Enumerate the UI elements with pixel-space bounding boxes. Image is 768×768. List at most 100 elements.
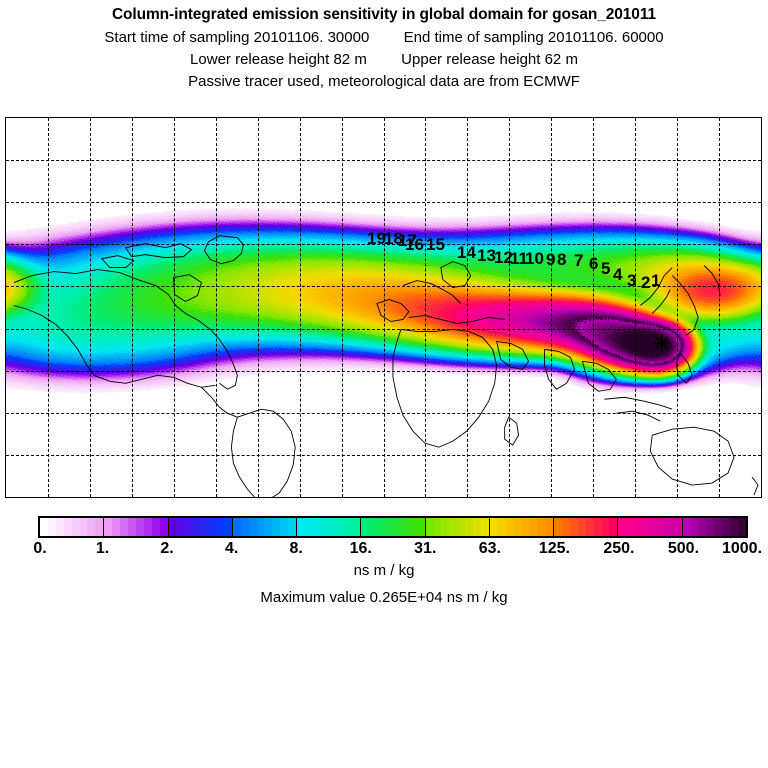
meridian-line <box>89 118 91 497</box>
colorbar-segment-1 <box>104 518 169 536</box>
colorbar-shade <box>722 518 731 536</box>
parallel-line <box>6 286 761 288</box>
tracer-meteo-line: Passive tracer used, meteorological data… <box>188 73 580 90</box>
colorbar[interactable] <box>38 516 748 538</box>
meridian-line <box>299 118 301 497</box>
colorbar-segment-8 <box>554 518 619 536</box>
end-time-text: End time of sampling 20101106. 60000 <box>403 29 664 46</box>
colorbar-shade <box>87 518 96 536</box>
meridian-line <box>173 118 175 497</box>
graticule-layer <box>6 118 761 497</box>
colorbar-shade <box>505 518 514 536</box>
colorbar-shade <box>425 518 434 536</box>
colorbar-shade <box>256 518 265 536</box>
meridian-line <box>509 118 511 497</box>
colorbar-shade <box>497 518 506 536</box>
meridian-line <box>215 118 217 497</box>
meridian-line <box>635 118 637 497</box>
meridian-line <box>383 118 385 497</box>
colorbar-shade <box>71 518 80 536</box>
colorbar-shade <box>297 518 305 536</box>
colorbar-shade <box>192 518 201 536</box>
trajectory-hour-label-18: 18 <box>384 229 403 248</box>
colorbar-tick-1: 1. <box>95 540 110 557</box>
trajectory-hour-label-13: 13 <box>477 246 496 265</box>
parallel-line <box>6 202 761 204</box>
trajectory-hour-label-10: 10 <box>525 249 544 268</box>
colorbar-shade <box>609 518 618 536</box>
upper-release-height-text: Upper release height 62 m <box>401 51 578 68</box>
trajectory-hour-label-6: 6 <box>589 254 599 273</box>
colorbar-shade <box>385 518 393 536</box>
colorbar-segment-6 <box>425 518 490 536</box>
lower-release-height-text: Lower release height 82 m <box>190 51 367 68</box>
colorbar-shade <box>642 518 651 536</box>
meridian-line <box>551 118 553 497</box>
trajectory-hour-label-11: 11 <box>510 249 528 268</box>
colorbar-shade <box>554 518 563 536</box>
colorbar-shade <box>714 518 723 536</box>
colorbar-shade <box>328 518 337 536</box>
meridian-line <box>341 118 343 497</box>
colorbar-shade <box>200 518 209 536</box>
colorbar-shade <box>577 518 586 536</box>
trajectory-hour-label-17: 17 <box>398 231 417 250</box>
colorbar-shade <box>232 518 241 536</box>
colorbar-shade <box>272 518 281 536</box>
colorbar-shade <box>513 518 522 536</box>
plot-header: Column-integrated emission sensitivity i… <box>0 0 768 90</box>
colorbar-shade <box>208 518 216 536</box>
parallel-line <box>6 412 761 414</box>
map-panel[interactable]: 19 18 17 16 15 14 13 12 11 10 9 8 7 6 5 4 3 2 1 ✳ <box>5 117 762 498</box>
colorbar-shade <box>159 518 168 536</box>
colorbar-shade <box>618 518 627 536</box>
colorbar-shade <box>312 518 321 536</box>
meridian-line <box>131 118 133 497</box>
colorbar-shade <box>416 518 425 536</box>
parallel-line <box>6 160 761 162</box>
colorbar-shade <box>601 518 610 536</box>
colorbar-shade <box>698 518 707 536</box>
colorbar-shade <box>449 518 458 536</box>
colorbar-shade <box>473 518 481 536</box>
colorbar-shade <box>248 518 257 536</box>
trajectory-hour-label-7: 7 <box>574 251 584 270</box>
colorbar-shade <box>352 518 361 536</box>
release-height-line: Lower release height 82 m Upper release … <box>0 51 768 68</box>
colorbar-shade <box>665 518 674 536</box>
colorbar-tick-3: 4. <box>224 540 239 557</box>
colorbar-shade <box>63 518 72 536</box>
colorbar-shade <box>184 518 193 536</box>
colorbar-shade <box>176 518 185 536</box>
trajectory-hour-label-14: 14 <box>457 243 476 262</box>
trajectory-hour-label-19: 19 <box>367 229 386 248</box>
colorbar-tick-7: 63. <box>478 540 501 557</box>
meridian-line <box>677 118 679 497</box>
colorbar-shade <box>120 518 128 536</box>
parallel-line <box>6 370 761 372</box>
colorbar-shade <box>336 518 345 536</box>
colorbar-shade <box>127 518 136 536</box>
colorbar-shade <box>657 518 666 536</box>
colorbar-segment-0 <box>40 518 105 536</box>
colorbar-shade <box>344 518 353 536</box>
colorbar-shade <box>223 518 232 536</box>
colorbar-shade <box>400 518 409 536</box>
colorbar-tick-0: 0. <box>33 540 47 557</box>
colorbar-tick-6: 31. <box>414 540 437 557</box>
colorbar-shade <box>408 518 417 536</box>
colorbar-segment-5 <box>361 518 426 536</box>
colorbar-shade <box>112 518 121 536</box>
trajectory-hour-label-5: 5 <box>601 259 611 278</box>
colorbar-shade <box>529 518 538 536</box>
colorbar-shade <box>264 518 273 536</box>
colorbar-segment-9 <box>618 518 683 536</box>
trajectory-hour-label-1: 1 <box>651 271 661 290</box>
trajectory-hour-label-4: 4 <box>613 265 623 284</box>
colorbar-shade <box>545 518 554 536</box>
colorbar-tick-8: 125. <box>538 540 570 557</box>
colorbar-shade <box>569 518 578 536</box>
colorbar-shade <box>79 518 88 536</box>
meridian-line <box>467 118 469 497</box>
